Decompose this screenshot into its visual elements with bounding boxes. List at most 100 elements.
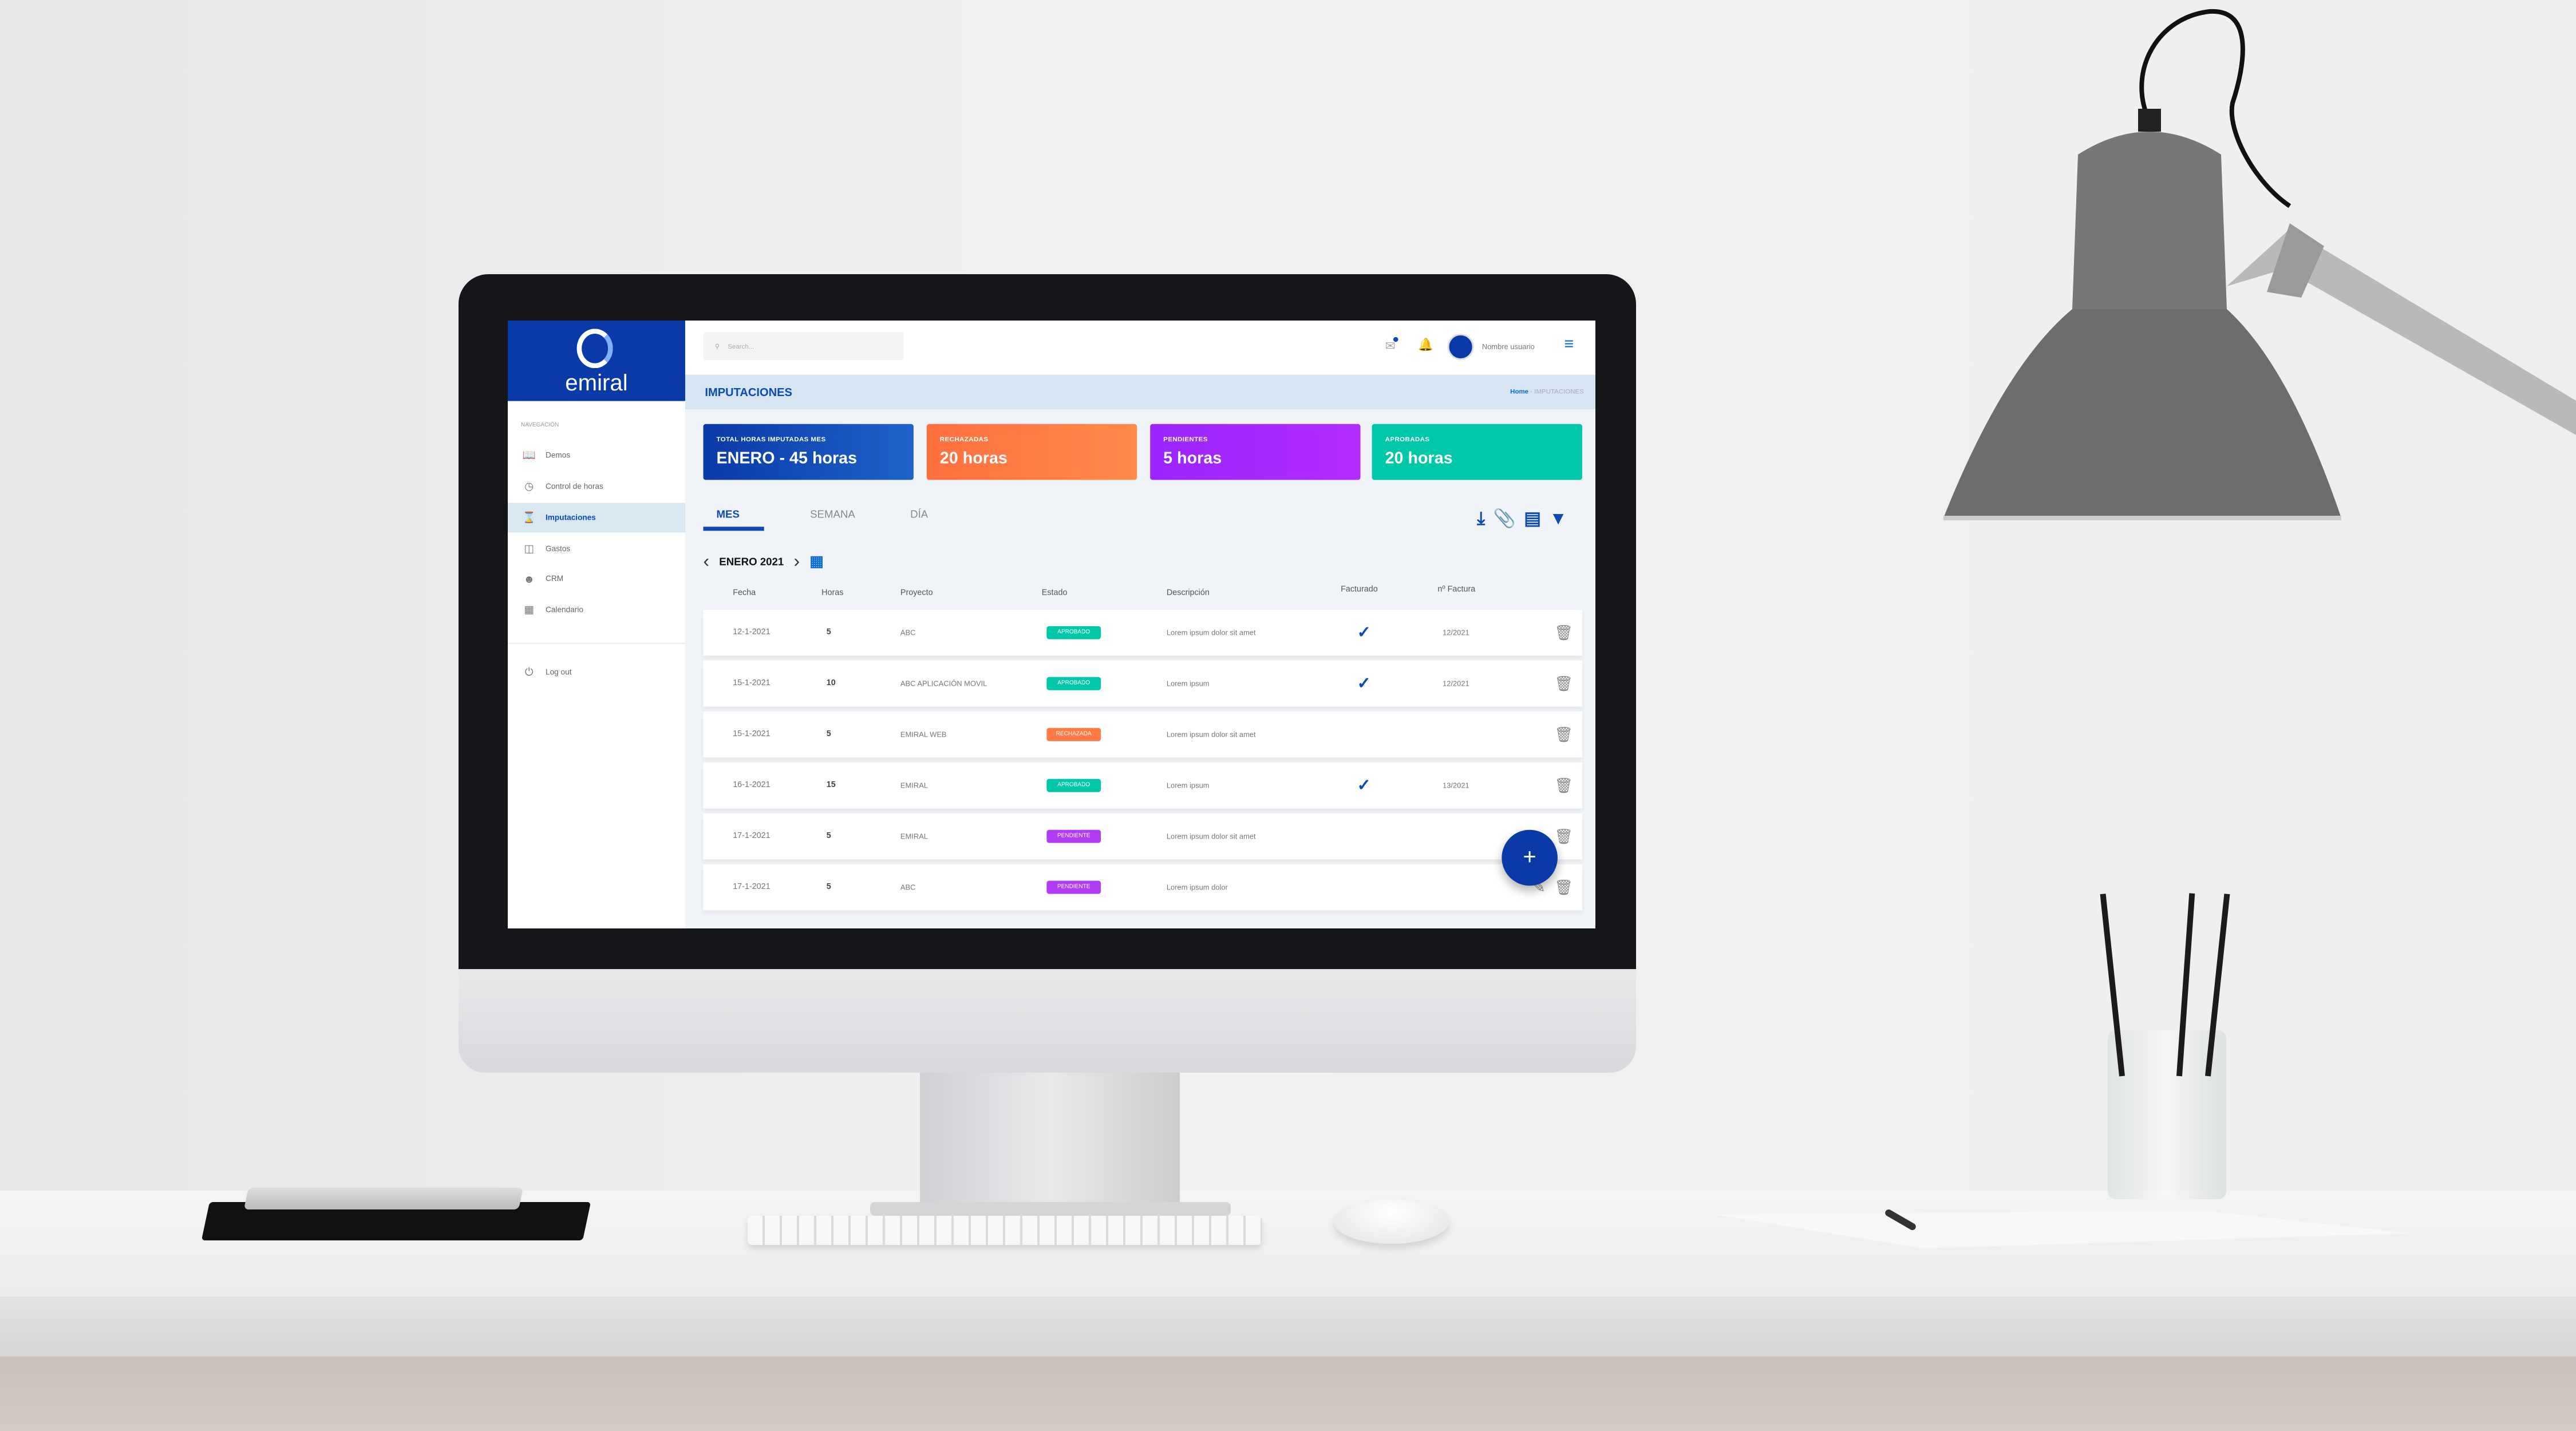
sidebar: emiral NAVEGACIÓN 📖 Demos ◷ Control de hor… [508, 321, 685, 928]
mail-icon[interactable]: ✉ [1385, 337, 1398, 353]
check-icon: ✓ [1357, 623, 1371, 642]
cell-horas: 5 [826, 831, 831, 841]
cell-proyecto: EMIRAL WEB [900, 730, 947, 739]
card-label: PENDIENTES [1163, 435, 1208, 443]
nav-section-title: NAVEGACIÓN [520, 422, 559, 428]
sidebar-item-gastos[interactable]: ◫ Gastos [508, 534, 685, 564]
sidebar-item-calendario[interactable]: ▦ Calendario [508, 595, 685, 624]
cell-horas: 10 [826, 678, 836, 688]
cell-factura: 13/2021 [1443, 781, 1469, 790]
col-facturado: Facturado [1341, 585, 1378, 594]
month-navigator: ‹ ENERO 2021 › ▦ [704, 551, 824, 572]
breadcrumb-home[interactable]: Home [1510, 388, 1529, 396]
trash-icon[interactable]: 🗑 [1554, 879, 1573, 896]
coins-icon: ◫ [524, 542, 535, 555]
chevron-left-icon[interactable]: ‹ [703, 550, 710, 571]
user-icon: ☻ [523, 572, 535, 585]
calendar-icon[interactable]: ▦ [809, 552, 824, 570]
search-icon: ⚲ [714, 342, 720, 350]
current-month: ENERO 2021 [719, 555, 784, 568]
trash-icon[interactable]: 🗑 [1554, 828, 1573, 845]
card-total-horas: TOTAL HORAS IMPUTADAS MES ENERO - 45 hora… [703, 424, 914, 480]
col-horas: Horas [821, 588, 844, 598]
invoice-icon[interactable]: ▤ [1524, 508, 1542, 529]
cell-fecha: 17-1-2021 [733, 831, 771, 841]
status-badge: APROBADO [1046, 778, 1101, 792]
monitor-stand-base [870, 1202, 1231, 1216]
trash-icon[interactable]: 🗑 [1554, 726, 1573, 743]
sidebar-item-demos[interactable]: 📖 Demos [508, 441, 685, 471]
page-title: IMPUTACIONES [705, 385, 792, 399]
table-row[interactable]: 17-1-2021 5 EMIRAL PENDIENTE Lorem ipsum… [703, 813, 1582, 860]
status-badge: RECHAZADA [1046, 728, 1101, 741]
cell-descripcion: Lorem ipsum [1166, 679, 1210, 688]
trash-icon[interactable]: 🗑 [1554, 624, 1573, 641]
user-name[interactable]: Nombre usuario [1481, 342, 1535, 351]
sidebar-item-label: CRM [546, 574, 564, 583]
col-fecha: Fecha [733, 588, 756, 598]
col-descripcion: Descripción [1166, 588, 1210, 598]
card-value: 20 horas [1385, 449, 1453, 468]
tab-dia[interactable]: DÍA [910, 508, 929, 520]
toolbar: ⤓ 📎 ▤ ▼ [1477, 508, 1567, 529]
avatar[interactable] [1447, 333, 1474, 360]
cell-descripcion: Lorem ipsum [1166, 781, 1210, 790]
tab-semana[interactable]: SEMANA [810, 508, 855, 520]
search-input[interactable]: ⚲ Search... [703, 332, 904, 360]
book-icon: 📖 [522, 448, 536, 461]
topbar: ⚲ Search... ✉ 🔔 Nombre usuario ≡ [685, 321, 1595, 375]
status-badge: APROBADO [1046, 626, 1101, 639]
breadcrumb-sep: - [1530, 388, 1533, 396]
cell-proyecto: EMIRAL [900, 832, 929, 841]
logout-button[interactable]: ⏻ Log out [508, 657, 685, 687]
cell-fecha: 12-1-2021 [733, 627, 771, 637]
chevron-right-icon[interactable]: › [793, 550, 800, 571]
logo-text: emiral [565, 370, 628, 396]
table-row[interactable]: 15-1-2021 5 EMIRAL WEB RECHAZADA Lorem i… [703, 711, 1582, 758]
status-badge: PENDIENTE [1046, 880, 1101, 894]
sidebar-item-label: Control de horas [546, 481, 603, 491]
card-rechazadas: RECHAZADAS 20 horas [926, 424, 1137, 480]
cell-proyecto: EMIRAL [900, 781, 929, 790]
bell-icon[interactable]: 🔔 [1417, 338, 1433, 352]
check-icon: ✓ [1357, 674, 1371, 693]
filter-icon[interactable]: ▼ [1549, 508, 1567, 529]
sidebar-item-imputaciones[interactable]: ⌛ Imputaciones [508, 503, 685, 533]
paperclip-icon[interactable]: 📎 [1493, 508, 1516, 529]
logo[interactable]: emiral [508, 321, 685, 401]
monitor-chin [459, 969, 1636, 1073]
status-badge: APROBADO [1046, 677, 1101, 690]
cell-fecha: 15-1-2021 [733, 729, 771, 739]
col-estado: Estado [1041, 588, 1068, 598]
status-badge: PENDIENTE [1046, 829, 1101, 843]
card-aprobadas: APROBADAS 20 horas [1372, 424, 1582, 480]
card-value: 5 horas [1163, 449, 1222, 468]
cell-horas: 15 [826, 780, 836, 790]
table-row[interactable]: 16-1-2021 15 EMIRAL APROBADO Lorem ipsum… [703, 762, 1582, 809]
col-proyecto: Proyecto [900, 588, 933, 598]
clock-icon: ◷ [524, 480, 534, 492]
sidebar-item-label: Imputaciones [546, 513, 596, 523]
power-icon: ⏻ [524, 665, 534, 678]
cell-descripcion: Lorem ipsum dolor sit amet [1166, 628, 1256, 637]
table-row[interactable]: 12-1-2021 5 ABC APROBADO Lorem ipsum dol… [703, 610, 1582, 656]
cell-proyecto: ABC APLICACIÓN MOVIL [900, 679, 987, 688]
active-tab-indicator [703, 527, 764, 531]
download-icon[interactable]: ⤓ [1477, 508, 1485, 529]
sidebar-item-label: Gastos [546, 544, 571, 554]
table-row[interactable]: 17-1-2021 5 ABC PENDIENTE Lorem ipsum do… [703, 864, 1582, 911]
cell-horas: 5 [826, 729, 831, 739]
card-pendientes: PENDIENTES 5 horas [1150, 424, 1361, 480]
sidebar-item-control-horas[interactable]: ◷ Control de horas [508, 472, 685, 501]
settings-sliders-icon[interactable]: ≡ [1564, 335, 1574, 354]
card-label: TOTAL HORAS IMPUTADAS MES [716, 435, 826, 443]
tab-mes[interactable]: MES [716, 508, 740, 520]
trash-icon[interactable]: 🗑 [1554, 777, 1573, 794]
table-row[interactable]: 15-1-2021 10 ABC APLICACIÓN MOVIL APROBA… [703, 661, 1582, 707]
sidebar-item-crm[interactable]: ☻ CRM [508, 564, 685, 594]
card-label: RECHAZADAS [939, 435, 989, 443]
mouse [1334, 1199, 1449, 1244]
trash-icon[interactable]: 🗑 [1554, 675, 1573, 692]
card-value: 20 horas [939, 449, 1008, 468]
add-button[interactable]: + [1502, 829, 1558, 886]
